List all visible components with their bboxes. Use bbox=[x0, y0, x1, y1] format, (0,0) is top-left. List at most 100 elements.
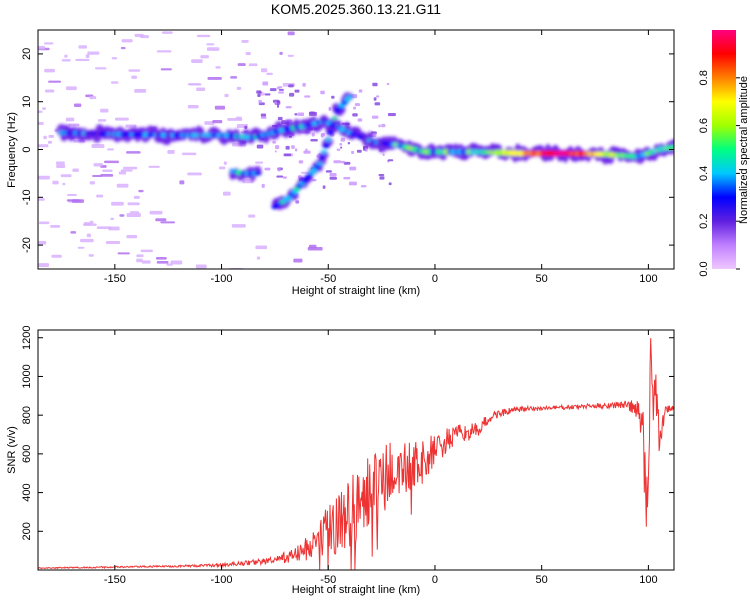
colorbar-ticks: 0.0 0.2 0.4 0.6 0.8 bbox=[698, 70, 740, 277]
spectrogram-noise-speck bbox=[96, 194, 104, 198]
spectrogram-noise-speck bbox=[375, 95, 380, 98]
spectrogram-noise-speck bbox=[360, 185, 367, 188]
spectrogram-noise-speck bbox=[365, 147, 368, 152]
snr-x-tick-label: 100 bbox=[639, 574, 657, 586]
spectrogram-noise-speck bbox=[149, 210, 163, 215]
spectrogram-y-tick-label: 10 bbox=[21, 96, 33, 108]
spectrogram-noise-speck bbox=[191, 59, 203, 63]
colorbar: 0.0 0.2 0.4 0.6 0.8 Normalized spectral ampl… bbox=[698, 30, 750, 277]
spectrogram-noise-speck bbox=[64, 54, 68, 58]
spectrogram-noise-speck bbox=[223, 161, 227, 165]
spectrogram-noise-speck bbox=[91, 144, 105, 148]
spectrogram-noise-speck bbox=[138, 189, 144, 193]
figure-title: KOM5.2025.360.13.21.G11 bbox=[270, 1, 442, 17]
spectrogram-noise-speck bbox=[38, 121, 44, 125]
spectrogram-noise-speck bbox=[48, 134, 55, 138]
spectrogram-noise-speck bbox=[155, 257, 167, 260]
snr-y-tick-label: 200 bbox=[21, 522, 33, 540]
spectrogram-noise-speck bbox=[88, 254, 94, 257]
spectrogram-ridge-core bbox=[333, 109, 341, 114]
spectrogram-noise-speck bbox=[294, 113, 298, 116]
spectrogram-noise-speck bbox=[256, 256, 261, 260]
snr-y-tick-label: 400 bbox=[21, 483, 33, 501]
spectrogram-noise-speck bbox=[248, 63, 258, 67]
spectrogram-noise-speck bbox=[282, 176, 287, 179]
snr-frame bbox=[37, 329, 675, 571]
spectrogram-noise-speck bbox=[47, 140, 52, 144]
spectrogram-noise-speck bbox=[333, 160, 342, 164]
spectrogram-noise-speck bbox=[374, 102, 381, 106]
spectrogram-noise-speck bbox=[207, 76, 222, 80]
spectrogram-noise-speck bbox=[126, 234, 138, 239]
spectrogram-noise-speck bbox=[336, 148, 341, 151]
spectrogram-noise-speck bbox=[104, 160, 119, 164]
spectrogram-noise-speck bbox=[167, 149, 175, 154]
spectrogram-noise-speck bbox=[262, 81, 269, 86]
spectrogram-noise-speck bbox=[123, 166, 138, 170]
colorbar-label: Normalized spectral amplitude bbox=[738, 76, 750, 224]
spectrogram-noise-speck bbox=[287, 31, 295, 36]
spectrogram-noise-speck bbox=[322, 185, 326, 189]
spectrogram-ridge-core bbox=[296, 184, 303, 189]
spectrogram-noise-speck bbox=[388, 182, 392, 186]
snr-x-tick-label: 50 bbox=[536, 574, 548, 586]
spectrogram-noise-speck bbox=[126, 151, 141, 154]
spectrogram-noise-speck bbox=[278, 88, 284, 91]
spectrogram-noise-speck bbox=[156, 261, 169, 264]
snr-y-tick-label: 1200 bbox=[21, 325, 33, 349]
spectrogram-y-axis-label: Frequency (Hz) bbox=[6, 112, 18, 188]
spectrogram-noise-speck bbox=[303, 150, 311, 154]
spectrogram-noise-speck bbox=[89, 220, 94, 224]
spectrogram-noise-speck bbox=[260, 116, 267, 119]
colorbar-tick-label: 0.4 bbox=[698, 166, 710, 181]
spectrogram-noise-speck bbox=[339, 142, 343, 146]
colorbar-gradient bbox=[712, 30, 736, 269]
snr-y-tick-label: 1000 bbox=[21, 364, 33, 388]
spectrogram-noise-speck bbox=[65, 86, 77, 91]
spectrogram-noise-speck bbox=[294, 89, 300, 93]
spectrogram-ridge-core bbox=[313, 164, 321, 170]
spectrogram-noise-speck bbox=[304, 95, 311, 98]
spectrogram-noise-speck bbox=[140, 35, 149, 39]
spectrogram-noise-speck bbox=[156, 50, 172, 53]
spectrogram-ridge-core bbox=[344, 97, 351, 103]
spectrogram-noise-speck bbox=[83, 223, 97, 226]
spectrogram-noise-speck bbox=[166, 263, 173, 266]
spectrogram-noise-speck bbox=[285, 145, 290, 150]
spectrogram-y-tick-label: -10 bbox=[21, 189, 33, 205]
spectrogram-noise-speck bbox=[293, 258, 303, 263]
snr-y-tick-label: 800 bbox=[21, 406, 33, 424]
spectrogram-noise-speck bbox=[70, 231, 77, 234]
spectrogram-noise-speck bbox=[297, 112, 305, 116]
spectrogram-noise-speck bbox=[96, 226, 112, 229]
spectrogram-noise-speck bbox=[269, 88, 277, 92]
spectrogram-ridge-core bbox=[322, 143, 331, 149]
spectrogram-x-tick-label: -100 bbox=[211, 273, 233, 285]
spectrogram-noise-speck bbox=[343, 177, 351, 180]
spectrogram-ridge-core bbox=[320, 150, 328, 154]
spectrogram-noise-speck bbox=[231, 224, 246, 228]
spectrogram-noise-speck bbox=[354, 103, 360, 107]
spectrogram-noise-speck bbox=[155, 218, 167, 222]
spectrogram-noise-speck bbox=[92, 174, 102, 177]
spectrogram-noise-speck bbox=[214, 105, 226, 110]
snr-y-axis-label: SNR (v/v) bbox=[6, 426, 18, 474]
spectrogram-noise-speck bbox=[102, 169, 113, 172]
spectrogram-noise-speck bbox=[160, 221, 176, 224]
spectrogram-noise-speck bbox=[170, 260, 183, 265]
colorbar-tick-label: 0.0 bbox=[698, 261, 710, 276]
spectrogram-noise-speck bbox=[307, 246, 323, 251]
spectrogram-noise-speck bbox=[276, 175, 284, 178]
spectrogram-noise-speck bbox=[196, 87, 206, 92]
spectrogram-noise-speck bbox=[308, 111, 317, 116]
spectrogram-noise-speck bbox=[181, 152, 197, 156]
spectrogram-noise-speck bbox=[224, 93, 229, 98]
spectrogram-noise-speck bbox=[340, 146, 343, 149]
spectrogram-noise-speck bbox=[129, 211, 140, 214]
spectrogram-noise-speck bbox=[134, 88, 147, 93]
spectrogram-x-tick-label: 100 bbox=[639, 273, 657, 285]
spectrogram-ridge-core bbox=[329, 123, 336, 128]
spectrogram-noise-speck bbox=[352, 113, 358, 117]
spectrogram-noise-speck bbox=[287, 54, 294, 57]
